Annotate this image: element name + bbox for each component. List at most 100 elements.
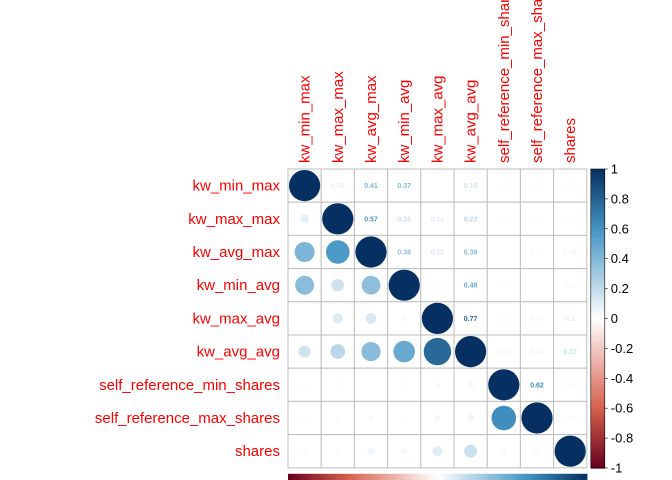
colorbar-tick-label: -1 <box>611 461 623 476</box>
corr-circle-shares-shares <box>554 435 586 467</box>
bottom-colorbar-segment <box>362 473 367 480</box>
corr-value-kw_max_max-kw_avg_max: 0.57 <box>364 216 378 223</box>
bottom-colorbar-segment <box>368 473 373 480</box>
corr-value-kw_min_avg-kw_max_avg: 0.03 <box>431 283 445 290</box>
bottom-colorbar-segment <box>344 473 349 480</box>
colorbar-segment <box>590 432 605 436</box>
grid-cell <box>519 201 555 236</box>
colorbar-segment <box>590 231 605 236</box>
colorbar-segment <box>590 399 605 403</box>
colorbar-segment <box>590 174 605 179</box>
colorbar: 1 0.8 0.6 0.4 0.2 0 -0.2 -0.4 -0.6 -0.8 -1 <box>288 162 633 480</box>
colorbar-segment <box>590 387 605 391</box>
corr-value-kw_max_max-kw_max_avg: 0.11 <box>431 216 444 223</box>
corr-value-kw_min_max-kw_min_avg: 0.37 <box>397 183 411 190</box>
bottom-colorbar-segment <box>446 473 450 480</box>
bottom-colorbar-segment <box>497 473 501 480</box>
bottom-colorbar-segment <box>458 473 462 480</box>
bottom-colorbar-segment <box>550 473 555 480</box>
colorbar-segment <box>590 435 605 439</box>
grid-cell <box>320 168 355 203</box>
row-label-self_reference_max_shares: self_reference_max_shares <box>95 410 280 427</box>
colorbar-segment <box>590 282 605 287</box>
corr-value-kw_avg_max-kw_max_avg: 0.12 <box>431 250 445 257</box>
colorbar-segment <box>590 369 605 373</box>
bottom-colorbar-segment <box>455 473 459 480</box>
colorbar-tick-label: -0.4 <box>611 371 633 386</box>
colorbar-tick-label: 0.2 <box>611 281 629 296</box>
bottom-colorbar-segment <box>559 473 564 480</box>
corr-circle-self_reference_max_shares-kw_max_max <box>335 415 341 421</box>
corr-circle-kw_avg_avg-kw_min_max <box>298 345 311 358</box>
row-label-kw_min_max: kw_min_max <box>192 178 280 195</box>
corr-value-kw_max_avg-kw_avg_avg: 0.77 <box>464 316 478 323</box>
bottom-colorbar-segment <box>449 473 453 480</box>
colorbar-tick-label: -0.6 <box>611 401 633 416</box>
colorbar-segment <box>590 354 605 358</box>
colorbar-segment <box>590 294 605 299</box>
colorbar-segment <box>590 318 605 323</box>
bottom-colorbar-segment <box>434 473 438 480</box>
corr-value-kw_max_avg-self_reference_max_shares: 0.04 <box>530 316 544 323</box>
colorbar-tick-label: 0.4 <box>611 251 629 266</box>
bottom-colorbar-segment <box>365 473 370 480</box>
colorbar-segment <box>590 324 605 329</box>
corr-circle-kw_min_avg-kw_min_avg <box>388 269 420 301</box>
bottom-colorbar-segment <box>371 473 376 480</box>
bottom-colorbar-segment <box>553 473 558 480</box>
colorbar-segment <box>590 360 605 364</box>
bottom-colorbar-segment <box>431 473 436 480</box>
bottom-colorbar-segment <box>571 473 576 480</box>
colorbar-segment <box>590 216 605 221</box>
colorbar-segment <box>590 336 605 341</box>
corr-value-kw_min_avg-kw_avg_avg: 0.48 <box>464 283 478 290</box>
colorbar-segment <box>590 339 605 344</box>
col-label-shares: shares <box>562 118 579 163</box>
corr-value-kw_avg_max-shares: 0.05 <box>563 250 577 257</box>
colorbar-segment <box>590 276 605 281</box>
colorbar-segment <box>590 408 605 412</box>
colorbar-segment <box>590 462 605 466</box>
corr-circle-self_reference_min_shares-kw_max_avg <box>434 382 441 388</box>
grid-cell <box>453 301 488 336</box>
grid-cell <box>353 201 389 236</box>
colorbar-segment <box>590 171 605 176</box>
colorbar-segment <box>590 306 605 311</box>
colorbar-segment <box>590 384 605 388</box>
colorbar-segment <box>590 183 605 188</box>
colorbar-segment <box>590 258 605 263</box>
colorbar-segment <box>590 186 605 191</box>
colorbar-tick-label: 1 <box>611 162 618 177</box>
bottom-colorbar-segment <box>380 473 385 480</box>
corr-circle-kw_avg_avg-kw_max_avg <box>423 337 452 366</box>
corr-circle-shares-kw_avg_max <box>367 447 375 455</box>
colorbar-segment <box>590 363 605 367</box>
corr-circle-self_reference_max_shares-self_reference_max_shares <box>521 402 553 434</box>
colorbar-segment <box>590 207 605 212</box>
corr-circle-shares-self_reference_min_shares <box>501 448 507 454</box>
colorbar-segment <box>590 414 605 418</box>
colorbar-segment <box>590 198 605 203</box>
corr-circle-self_reference_max_shares-kw_max_avg <box>434 414 441 422</box>
bottom-colorbar-segment <box>419 473 424 480</box>
col-label-self_reference_min_shares: self_reference_min_shares <box>496 0 513 163</box>
colorbar-segment <box>590 411 605 415</box>
bottom-colorbar-segment <box>452 473 456 480</box>
bottom-colorbar-segment <box>440 473 444 480</box>
label-layer: kw_min_max kw_max_max kw_avg_max kw_min_avg… <box>95 0 579 460</box>
row-label-self_reference_min_shares: self_reference_min_shares <box>99 377 280 394</box>
corr-circle-kw_max_max-kw_max_max <box>322 203 354 235</box>
corr-circle-shares-kw_max_max <box>335 448 341 454</box>
bottom-colorbar-segment <box>565 473 570 480</box>
bottom-colorbar-segment <box>374 473 379 480</box>
bottom-colorbar-segment <box>583 473 588 480</box>
bottom-colorbar-segment <box>395 473 400 480</box>
colorbar-segment <box>590 279 605 284</box>
bottom-colorbar-segment <box>574 473 579 480</box>
bottom-colorbar-segment <box>467 473 471 480</box>
bottom-colorbar-segment <box>416 473 421 480</box>
bottom-colorbar-segment <box>356 473 361 480</box>
corr-value-kw_min_max-kw_max_max: 0.08 <box>331 183 345 190</box>
colorbar-segment <box>590 249 605 254</box>
